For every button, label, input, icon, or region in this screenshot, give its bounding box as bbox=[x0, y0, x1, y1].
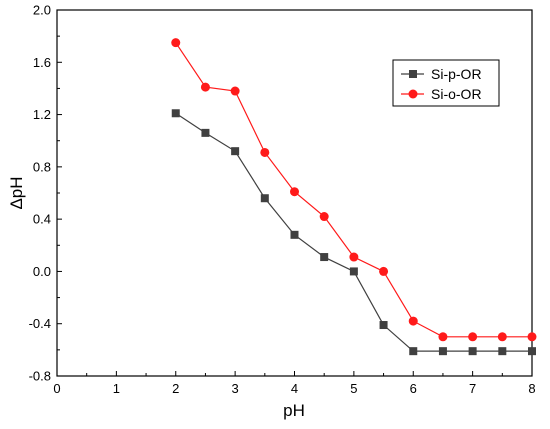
legend-label-si-p-or: Si-p-OR bbox=[431, 66, 482, 82]
y-tick-label: -0.4 bbox=[29, 316, 51, 331]
x-tick-label: 0 bbox=[53, 381, 60, 396]
data-point bbox=[379, 321, 388, 330]
data-point bbox=[379, 266, 389, 276]
legend: Si-p-OR Si-o-OR bbox=[392, 59, 500, 107]
y-tick-label: 0.8 bbox=[33, 159, 51, 174]
data-point bbox=[438, 347, 447, 356]
x-tick-label: 8 bbox=[528, 381, 535, 396]
x-tick-label: 7 bbox=[469, 381, 476, 396]
axis-tick-labels: 0 1 2 3 4 5 6 7 8 -0.8 -0.4 0.0 0.4 0.8 1.2 1.6 2.0 bbox=[29, 3, 536, 397]
data-point bbox=[290, 187, 299, 197]
data-point bbox=[260, 194, 269, 203]
legend-label-si-o-or: Si-o-OR bbox=[431, 86, 482, 102]
data-point bbox=[408, 316, 418, 326]
y-tick-label: -0.8 bbox=[29, 369, 51, 384]
data-point bbox=[230, 86, 240, 96]
legend-marker-si-o-or bbox=[408, 89, 418, 99]
data-point bbox=[497, 332, 507, 342]
data-point bbox=[319, 212, 329, 222]
data-point bbox=[528, 347, 536, 356]
legend-box bbox=[392, 59, 500, 107]
y-tick-label: 0.0 bbox=[33, 264, 51, 279]
data-point bbox=[498, 347, 507, 356]
legend-marker-si-p-or bbox=[409, 70, 417, 78]
data-point bbox=[231, 147, 240, 156]
data-point bbox=[290, 230, 299, 239]
y-tick-label: 2.0 bbox=[33, 3, 51, 18]
y-axis-title: ΔpH bbox=[7, 176, 26, 209]
data-point bbox=[320, 253, 329, 262]
x-tick-label: 3 bbox=[232, 381, 239, 396]
x-tick-label: 5 bbox=[350, 381, 357, 396]
data-point bbox=[200, 82, 210, 92]
data-point bbox=[201, 128, 210, 137]
series-si-p-or bbox=[171, 109, 536, 356]
x-tick-label: 6 bbox=[410, 381, 417, 396]
data-point bbox=[438, 332, 448, 342]
series-layer bbox=[171, 38, 537, 356]
data-point bbox=[409, 347, 418, 356]
data-point bbox=[468, 332, 478, 342]
x-tick-label: 4 bbox=[291, 381, 298, 396]
data-point bbox=[468, 347, 477, 356]
data-point bbox=[349, 252, 359, 262]
x-tick-label: 1 bbox=[113, 381, 120, 396]
axis-ticks bbox=[56, 9, 533, 377]
data-point bbox=[349, 267, 358, 276]
data-point bbox=[260, 147, 270, 157]
x-axis-title: pH bbox=[283, 401, 305, 420]
data-point bbox=[171, 38, 181, 48]
x-tick-label: 2 bbox=[172, 381, 179, 396]
data-point bbox=[171, 109, 180, 118]
y-tick-label: 1.6 bbox=[33, 55, 51, 70]
data-point bbox=[527, 332, 537, 342]
y-tick-label: 1.2 bbox=[33, 107, 51, 122]
y-tick-label: 0.4 bbox=[33, 212, 51, 227]
series-si-o-or bbox=[171, 38, 537, 342]
